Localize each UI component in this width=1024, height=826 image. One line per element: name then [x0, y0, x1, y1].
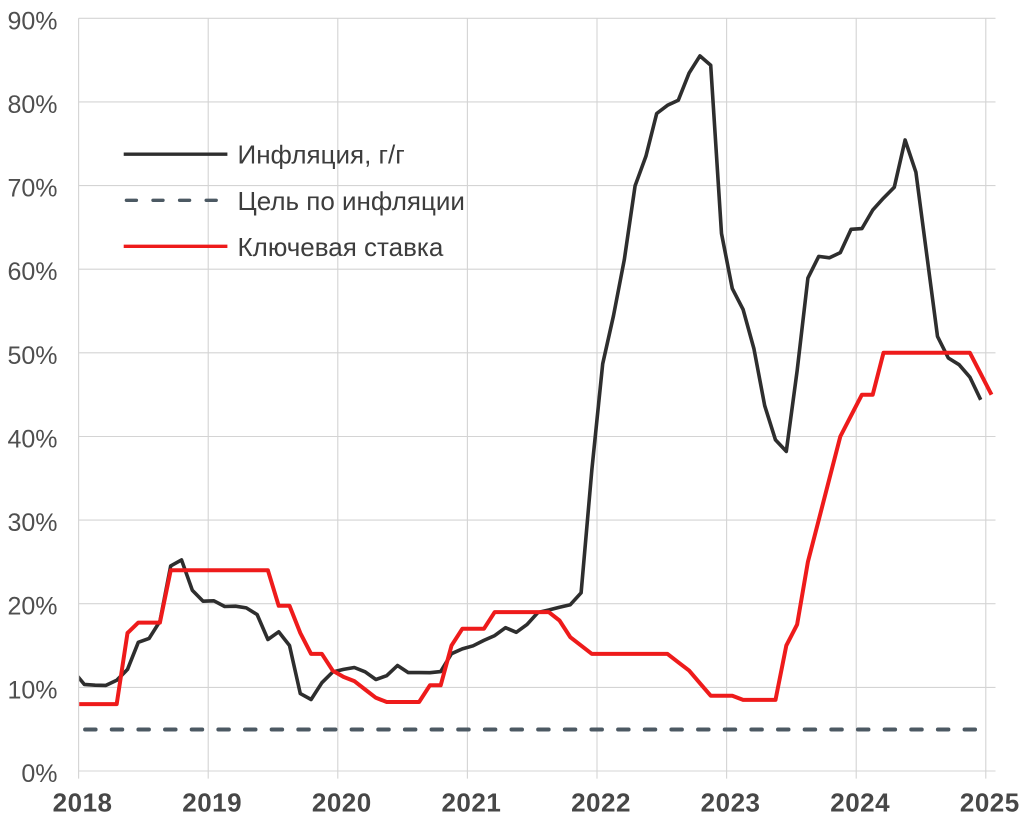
svg-text:2021: 2021 [441, 788, 501, 818]
svg-text:90%: 90% [7, 7, 57, 35]
svg-text:30%: 30% [7, 509, 57, 537]
svg-text:2025: 2025 [960, 788, 1020, 818]
svg-text:2020: 2020 [312, 788, 372, 818]
svg-text:2022: 2022 [571, 788, 631, 818]
svg-text:40%: 40% [7, 426, 57, 454]
svg-text:60%: 60% [7, 258, 57, 286]
svg-text:50%: 50% [7, 342, 57, 370]
svg-text:80%: 80% [7, 91, 57, 119]
svg-text:2024: 2024 [830, 788, 890, 818]
svg-text:Инфляция, г/г: Инфляция, г/г [238, 140, 405, 170]
svg-text:10%: 10% [7, 676, 57, 704]
svg-text:Ключевая ставка: Ключевая ставка [238, 232, 444, 262]
svg-text:20%: 20% [7, 593, 57, 621]
svg-text:2023: 2023 [701, 788, 761, 818]
svg-text:0%: 0% [21, 760, 57, 788]
svg-text:2019: 2019 [182, 788, 242, 818]
svg-text:2018: 2018 [53, 788, 113, 818]
svg-text:70%: 70% [7, 175, 57, 203]
svg-text:Цель по инфляции: Цель по инфляции [238, 186, 465, 216]
